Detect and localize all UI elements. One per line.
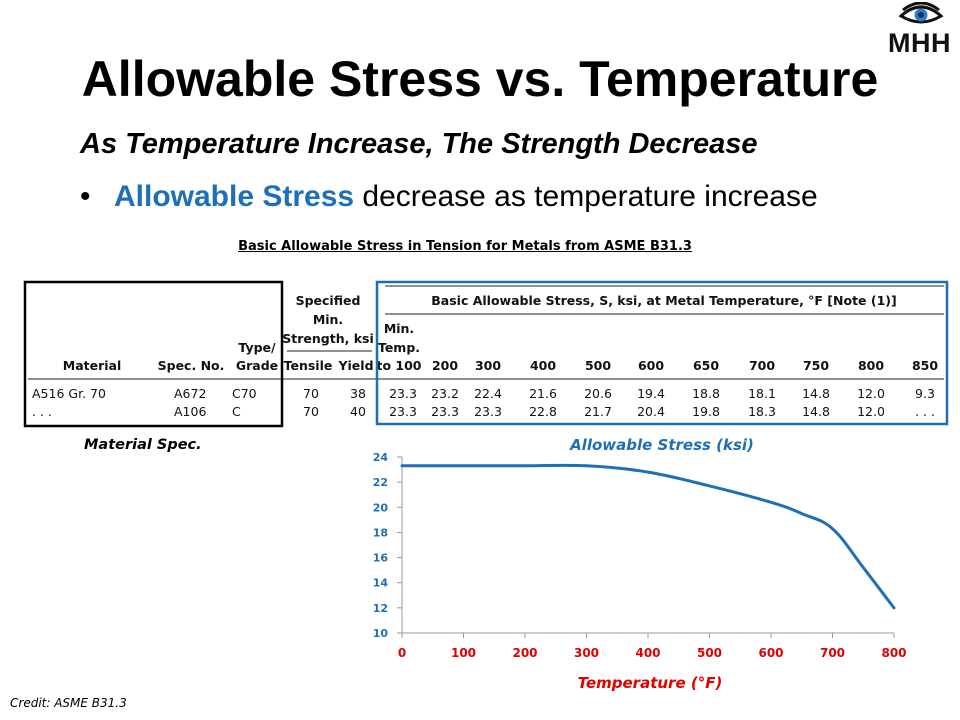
series-line-0 <box>400 463 896 610</box>
cell-stress-value: 12.0 <box>857 386 885 401</box>
slide-title: Allowable Stress vs. Temperature <box>81 51 879 107</box>
y-tick-label: 18 <box>373 526 388 539</box>
header-material: Material <box>63 358 122 373</box>
eye-logo-icon <box>898 2 944 24</box>
cell-spec: A672 <box>174 386 206 401</box>
header-temp-200: 200 <box>432 358 458 373</box>
header-type-line2: Grade <box>236 358 278 373</box>
chart-title: Allowable Stress (ksi) <box>569 436 754 454</box>
cell-stress-value: 12.0 <box>857 404 885 419</box>
cell-yield: 38 <box>350 386 366 401</box>
y-tick-label: 20 <box>373 501 389 514</box>
header-smin-line3: Strength, ksi <box>282 331 373 346</box>
material-spec-box <box>23 280 284 428</box>
header-yield: Yield <box>337 358 373 373</box>
header-temp-700: 700 <box>749 358 775 373</box>
cell-stress-value: 23.3 <box>474 404 502 419</box>
cell-stress-value: 20.4 <box>637 404 665 419</box>
x-axis-label: Temperature (°F) <box>578 674 723 692</box>
cell-stress-value: 18.3 <box>748 404 776 419</box>
y-tick-label: 22 <box>373 476 388 489</box>
header-tensile: Tensile <box>284 358 333 373</box>
cell-material: . . . <box>32 404 52 419</box>
x-tick-label: 500 <box>697 646 722 660</box>
x-tick-label: 100 <box>451 646 476 660</box>
cell-stress-value: 21.6 <box>529 386 557 401</box>
cell-spec: A106 <box>174 404 206 419</box>
header-spec-no: Spec. No. <box>158 358 225 373</box>
cell-stress-value: 23.3 <box>389 386 417 401</box>
header-mintemp-line3: to 100 <box>376 358 421 373</box>
header-smin-line1: Specified <box>296 293 361 308</box>
header-basic-stress: Basic Allowable Stress, S, ksi, at Metal… <box>431 293 896 308</box>
cell-stress-value: 19.8 <box>692 404 720 419</box>
header-temp-650: 650 <box>693 358 719 373</box>
header-temp-300: 300 <box>475 358 501 373</box>
cell-material: A516 Gr. 70 <box>32 386 106 401</box>
asme-stress-table: Material Spec. No. Type/ Grade Specified… <box>23 280 949 428</box>
cell-grade: C <box>232 404 241 419</box>
x-tick-label: 400 <box>635 646 660 660</box>
header-temp-750: 750 <box>803 358 829 373</box>
table-row: A516 Gr. 70 A672 C70 70 38 23.3 23.2 22.4 21.6 20… <box>32 386 935 401</box>
cell-yield: 40 <box>350 404 366 419</box>
header-temp-400: 400 <box>530 358 556 373</box>
header-smin-line2: Min. <box>313 312 343 327</box>
bullet-item: • Allowable Stress decrease as temperatur… <box>80 180 818 214</box>
bullet-symbol: • <box>80 180 91 213</box>
x-tick-label: 600 <box>758 646 783 660</box>
table-caption: Basic Allowable Stress in Tension for Me… <box>238 239 692 254</box>
x-tick-label: 700 <box>820 646 845 660</box>
x-tick-label: 300 <box>574 646 599 660</box>
y-tick-label: 16 <box>373 552 389 565</box>
y-tick-label: 14 <box>373 577 389 590</box>
bullet-highlight: Allowable Stress <box>114 180 355 213</box>
slide-subtitle: As Temperature Increase, The Strength De… <box>80 128 758 160</box>
header-temp-850: 850 <box>912 358 938 373</box>
cell-stress-value: 18.8 <box>692 386 720 401</box>
cell-stress-value: 18.1 <box>748 386 776 401</box>
x-tick-label: 200 <box>512 646 537 660</box>
cell-tensile: 70 <box>303 404 319 419</box>
cell-stress-value: 22.4 <box>474 386 502 401</box>
header-temp-600: 600 <box>638 358 664 373</box>
x-tick-label: 800 <box>881 646 906 660</box>
y-tick-label: 10 <box>373 627 389 640</box>
header-mintemp-line2: Temp. <box>378 340 420 355</box>
header-mintemp-line1: Min. <box>384 321 414 336</box>
cell-stress-value: 14.8 <box>802 404 830 419</box>
header-temp-500: 500 <box>585 358 611 373</box>
cell-stress-value: 14.8 <box>802 386 830 401</box>
y-tick-label: 12 <box>373 602 388 615</box>
cell-stress-value: . . . <box>915 404 935 419</box>
y-tick-label: 24 <box>373 451 389 464</box>
cell-stress-value: 19.4 <box>637 386 665 401</box>
credit-text: Credit: ASME B31.3 <box>10 696 127 710</box>
cell-stress-value: 23.3 <box>389 404 417 419</box>
bullet-text: decrease as temperature increase <box>354 180 818 213</box>
logo-text: MHH <box>888 28 951 58</box>
material-spec-label: Material Spec. <box>84 437 202 453</box>
cell-stress-value: 21.7 <box>584 404 612 419</box>
cell-stress-value: 22.8 <box>529 404 557 419</box>
table-row: . . . A106 C 70 40 23.3 23.3 23.3 22.8 21.7 20.4 19… <box>32 404 935 419</box>
allowable-stress-chart: Allowable Stress (ksi) 10 12 14 16 18 20 22 24 0 1… <box>373 436 907 692</box>
cell-stress-value: 23.2 <box>431 386 459 401</box>
x-tick-label: 0 <box>398 646 406 660</box>
cell-stress-value: 23.3 <box>431 404 459 419</box>
cell-tensile: 70 <box>303 386 319 401</box>
cell-grade: C70 <box>232 386 257 401</box>
allowable-stress-box <box>375 280 949 426</box>
header-type-line1: Type/ <box>238 340 276 355</box>
cell-stress-value: 20.6 <box>584 386 612 401</box>
header-temp-800: 800 <box>858 358 884 373</box>
cell-stress-value: 9.3 <box>915 386 935 401</box>
